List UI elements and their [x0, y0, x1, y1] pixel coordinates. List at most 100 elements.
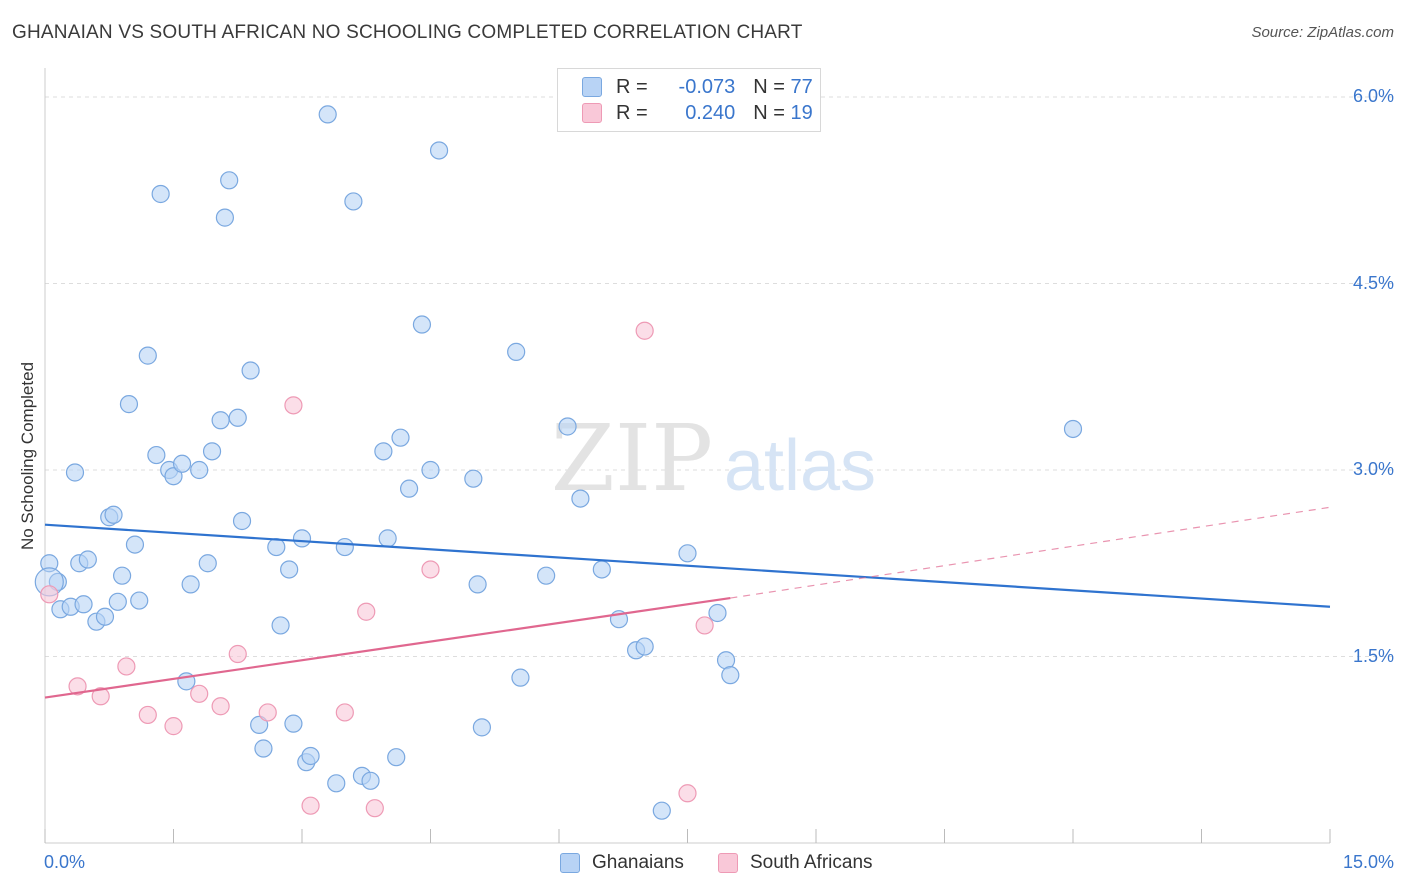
south-african-point [258, 703, 277, 722]
ghanaian-point [220, 171, 239, 190]
pink-swatch [582, 103, 602, 123]
ghanaian-point [172, 454, 192, 473]
watermark: ZIP atlas [551, 405, 876, 512]
legend-item-ghanaians[interactable]: Ghanaians [560, 852, 684, 874]
legend-item-south-africans[interactable]: South Africans [718, 852, 873, 874]
r-label: R = [616, 101, 654, 124]
ghanaian-point [558, 417, 577, 436]
series-legend: Ghanaians South Africans [0, 852, 1406, 878]
ghanaian-point [151, 184, 170, 204]
ghanaian-point [472, 718, 491, 737]
ghanaian-point [511, 668, 530, 687]
correlation-legend: R = -0.073 N = 77 R = 0.240 N = 19 [557, 68, 821, 132]
x-tick-min: 0.0% [44, 852, 86, 872]
ghanaian-point [254, 739, 273, 758]
r-value: -0.073 [678, 75, 736, 98]
blue-swatch [582, 77, 602, 97]
ghanaian-point [344, 192, 363, 211]
ghanaian-point [387, 748, 406, 767]
y-tick-label: 4.5% [1352, 272, 1394, 293]
ghanaian-point [652, 801, 671, 820]
ghanaian-point [130, 591, 149, 610]
ghanaian-point [112, 566, 132, 585]
south-african-point [635, 321, 654, 340]
ghanaian-point [708, 603, 727, 623]
y-tick-label: 3.0% [1352, 459, 1394, 479]
r-label: R = [616, 75, 654, 98]
ghanaian-point [361, 771, 380, 790]
chart-source: Source: ZipAtlas.com [1251, 24, 1394, 41]
ghanaian-point [40, 554, 59, 573]
n-label: N = [753, 101, 791, 124]
ghanaian-point [592, 560, 611, 579]
ghanaian-point [301, 746, 320, 766]
ghanaian-point [374, 442, 393, 461]
south-african-point [301, 796, 320, 815]
ghanaian-point [190, 460, 209, 480]
ghanaian-point [721, 666, 740, 685]
watermark-atlas: atlas [724, 426, 876, 506]
ghanaian-point [537, 566, 556, 585]
ghanaian-point [464, 469, 483, 488]
ghanaian-point [104, 505, 123, 524]
ghanaian-point [215, 208, 234, 227]
ghanaian-point [95, 607, 115, 626]
ghanaian-point [138, 346, 157, 365]
legend-label: South Africans [750, 852, 873, 873]
south-african-point [164, 717, 183, 736]
ghanaian-point [635, 637, 654, 656]
ghanaian-point [271, 616, 290, 635]
legend-label: Ghanaians [592, 852, 684, 873]
y-tick-label: 1.5% [1352, 645, 1394, 666]
ghanaian-point [421, 460, 440, 480]
ghanaians-trend-line [44, 523, 1331, 608]
ghanaian-point [412, 315, 432, 334]
south-africans-trend-extension [730, 506, 1331, 599]
ghanaian-point [211, 411, 230, 430]
ghanaian-point [335, 537, 354, 557]
pink-swatch [718, 853, 738, 873]
south-african-point [357, 602, 376, 621]
ghanaian-point [250, 715, 269, 734]
ghanaian-point [468, 575, 487, 594]
ghanaian-point [571, 489, 590, 508]
ghanaian-point [678, 544, 697, 563]
blue-swatch [560, 853, 580, 873]
ghanaian-point [399, 479, 419, 498]
ghanaian-point [280, 560, 299, 579]
y-tick-label: 6.0% [1352, 86, 1394, 106]
ghanaian-point [228, 408, 247, 427]
chart-title: GHANAIAN VS SOUTH AFRICAN NO SCHOOLING C… [12, 22, 803, 43]
ghanaian-point [267, 537, 286, 557]
ghanaian-point [202, 442, 222, 461]
ghanaian-point [378, 529, 397, 548]
south-african-point [190, 684, 209, 703]
trend-lines [44, 506, 1331, 699]
ghanaian-point [284, 714, 303, 733]
south-african-point [678, 784, 697, 803]
ghanaian-point [74, 595, 93, 614]
ghanaian-point [108, 592, 127, 611]
ghanaian-point [147, 445, 166, 465]
ghanaian-point [241, 361, 260, 380]
ghanaian-point [119, 395, 139, 414]
ghanaian-point [164, 467, 183, 486]
south-african-point [117, 657, 136, 676]
south-african-point [228, 644, 247, 664]
ghanaian-point [327, 774, 346, 793]
south-africans-trend-line [44, 596, 731, 699]
south-african-point [91, 687, 110, 706]
y-axis-label: No Schooling Completed [18, 361, 37, 551]
ghanaian-point [181, 575, 200, 594]
ghanaian-point [78, 550, 97, 569]
r-value: 0.240 [685, 101, 736, 124]
south-african-point [40, 585, 59, 604]
ghanaian-point [65, 463, 85, 482]
south-african-point [284, 396, 303, 415]
ghanaian-point [507, 342, 526, 361]
ghanaian-point [1063, 419, 1083, 439]
ghanaian-point [429, 141, 449, 160]
south-african-point [335, 703, 354, 722]
ghanaian-point [198, 554, 217, 573]
